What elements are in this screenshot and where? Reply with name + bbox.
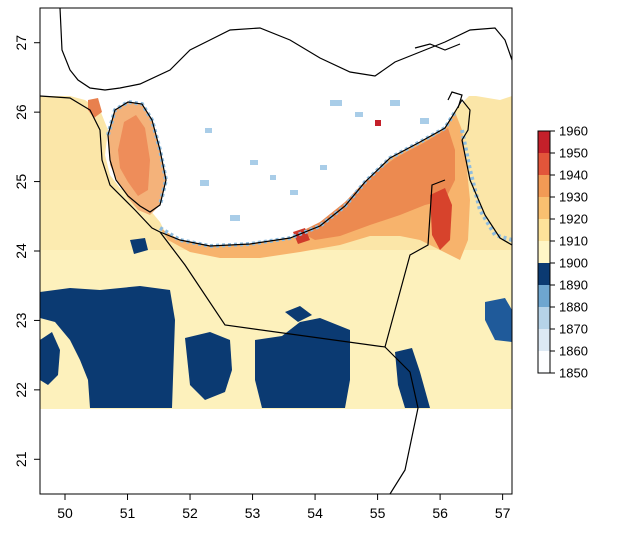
colorbar-label: 1860	[559, 344, 588, 359]
colorbar-band	[538, 153, 550, 175]
colorbar-band	[538, 219, 550, 241]
dark-central-a	[185, 332, 232, 400]
qatar-core	[118, 115, 150, 196]
colorbar-label: 1930	[559, 190, 588, 205]
colorbar-label: 1880	[559, 300, 588, 315]
y-tick-label: 23	[13, 312, 29, 328]
saudi-gulf-coastline	[40, 95, 161, 233]
colorbar-band	[538, 329, 550, 351]
sea-speckles	[200, 100, 429, 221]
uae-coastal-strip	[160, 112, 470, 260]
colorbar-band	[538, 131, 550, 153]
iran-coastline	[59, 8, 512, 91]
colorbar: 1850 1860 1870 1880 1890 1900 1910 1920 1930 1940…	[537, 124, 588, 381]
dark-far-east	[485, 298, 512, 342]
colorbar-band	[538, 263, 550, 285]
dark-scatter-west	[130, 238, 148, 254]
x-tick-label: 51	[120, 505, 136, 521]
colorbar-band	[538, 241, 550, 263]
hormuz-coast	[414, 43, 461, 51]
dark-small-blob	[285, 306, 312, 322]
qatar-coastline	[107, 101, 167, 213]
colorbar-label: 1890	[559, 278, 588, 293]
y-tick-label: 25	[13, 174, 29, 190]
x-tick-label: 50	[57, 505, 73, 521]
dark-west-edge	[40, 332, 60, 385]
boundaries	[40, 8, 512, 494]
x-axis: 50 51 52 53 54 55 56 57	[57, 494, 511, 521]
uae-coastline	[159, 98, 471, 247]
x-tick-label: 56	[432, 505, 448, 521]
colorbar-label: 1950	[559, 146, 588, 161]
colorbar-label: 1870	[559, 322, 588, 337]
colorbar-band	[538, 351, 550, 373]
dark-central-b	[255, 318, 350, 408]
saudi-oman-border	[384, 346, 419, 494]
colorbar-frame	[537, 130, 551, 374]
uae-hot-core	[300, 128, 455, 240]
dark-south-east	[395, 348, 430, 408]
y-axis: 21 22 23 24 25 26 27	[13, 35, 40, 467]
y-tick-label: 27	[13, 35, 29, 51]
x-tick-label: 54	[307, 505, 323, 521]
raster-bottom-blank	[40, 409, 512, 494]
hormuz-red	[430, 188, 452, 250]
y-tick-label: 26	[13, 104, 29, 120]
raster-layer	[40, 8, 512, 494]
colorbar-label: 1960	[559, 124, 588, 139]
colorbar-band	[538, 285, 550, 307]
colorbar-band	[538, 197, 550, 219]
x-tick-label: 57	[495, 505, 511, 521]
x-tick-label: 53	[245, 505, 261, 521]
saudi-uae-border	[159, 179, 446, 348]
x-tick-label: 55	[370, 505, 386, 521]
colorbar-label: 1940	[559, 168, 588, 183]
dark-west-block	[40, 286, 175, 408]
colorbar-label: 1920	[559, 212, 588, 227]
colorbar-label: 1900	[559, 256, 588, 271]
y-tick-label: 21	[13, 451, 29, 467]
y-tick-label: 24	[13, 243, 29, 259]
y-tick-label: 22	[13, 382, 29, 398]
colorbar-band	[538, 307, 550, 329]
colorbar-band	[538, 175, 550, 197]
x-tick-label: 52	[182, 505, 198, 521]
colorbar-label: 1850	[559, 366, 588, 381]
musandam	[447, 91, 463, 109]
oman-east-coast	[461, 139, 512, 246]
colorbar-label: 1910	[559, 234, 588, 249]
